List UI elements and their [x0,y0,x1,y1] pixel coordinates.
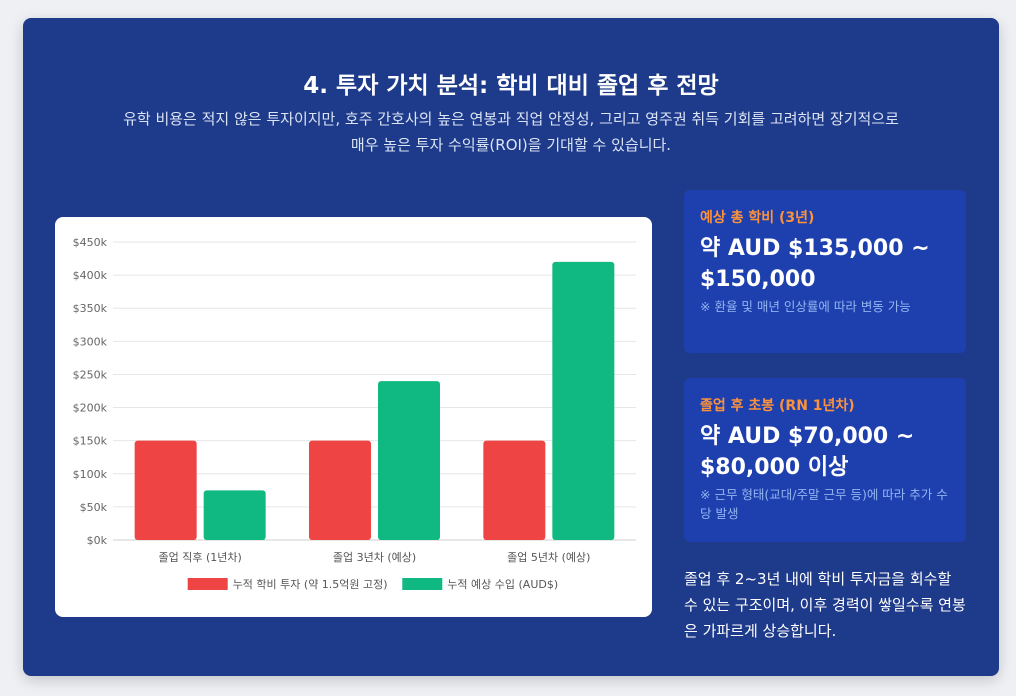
chart-card: $0k $50k $100k $150k $200k $250k $300k $350k $40… [55,217,652,617]
y-tick-label: $400k [73,269,108,282]
y-tick-label: $300k [73,335,108,348]
tuition-card-value: 약 AUD $135,000 ~ $150,000 [700,236,930,292]
analysis-panel: 4. 투자 가치 분석: 학비 대비 졸업 후 전망 유학 비용은 적지 않은 … [23,18,999,676]
roi-bar-chart: $0k $50k $100k $150k $200k $250k $300k $350k $40… [73,236,636,591]
x-tick-label: 졸업 직후 (1년차) [159,551,242,564]
salary-card-label: 졸업 후 초봉 (RN 1년차) [700,398,855,414]
y-tick-label: $250k [73,368,108,381]
page-title: 4. 투자 가치 분석: 학비 대비 졸업 후 전망 [303,73,719,99]
y-tick-label: $50k [80,501,108,514]
salary-card-note: ※ 근무 형태(교대/주말 근무 등)에 따라 추가 수당 발생 [700,487,948,521]
bar-income [378,381,440,540]
x-tick-label: 졸업 5년차 (예상) [507,551,590,564]
legend-swatch [187,578,228,590]
legend-swatch [402,578,443,590]
tuition-card-note: ※ 환율 및 매년 인상률에 따라 변동 가능 [700,299,911,314]
tuition-card-label: 예상 총 학비 (3년) [700,210,815,226]
intro-text: 유학 비용은 적지 않은 투자이지만, 호주 간호사의 높은 연봉과 직업 안정… [123,110,899,154]
y-tick-label: $0k [87,534,108,547]
y-tick-label: $450k [73,236,108,249]
y-tick-label: $100k [73,468,108,481]
legend-label: 누적 학비 투자 (약 1.5억원 고정) [233,577,388,591]
legend-label: 누적 예상 수입 (AUD$) [447,578,558,591]
tuition-card: 예상 총 학비 (3년) 약 AUD $135,000 ~ $150,000 ※… [684,190,966,353]
bar-income [203,490,266,540]
bar-tuition [134,440,197,540]
salary-card-value: 약 AUD $70,000 ~ $80,000 이상 [700,424,915,480]
y-tick-label: $200k [73,402,108,415]
summary-text: 졸업 후 2~3년 내에 학비 투자금을 회수할 수 있는 구조이며, 이후 경… [684,570,966,640]
bar-income [552,261,615,540]
salary-card: 졸업 후 초봉 (RN 1년차) 약 AUD $70,000 ~ $80,000… [684,378,966,542]
x-tick-label: 졸업 3년차 (예상) [333,551,416,564]
y-tick-label: $350k [73,302,108,315]
bar-tuition [483,440,546,540]
bar-tuition [309,440,371,540]
y-tick-label: $150k [73,435,108,448]
